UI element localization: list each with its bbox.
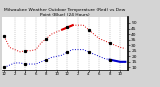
Title: Milwaukee Weather Outdoor Temperature (Red) vs Dew Point (Blue) (24 Hours): Milwaukee Weather Outdoor Temperature (R… — [4, 8, 125, 17]
